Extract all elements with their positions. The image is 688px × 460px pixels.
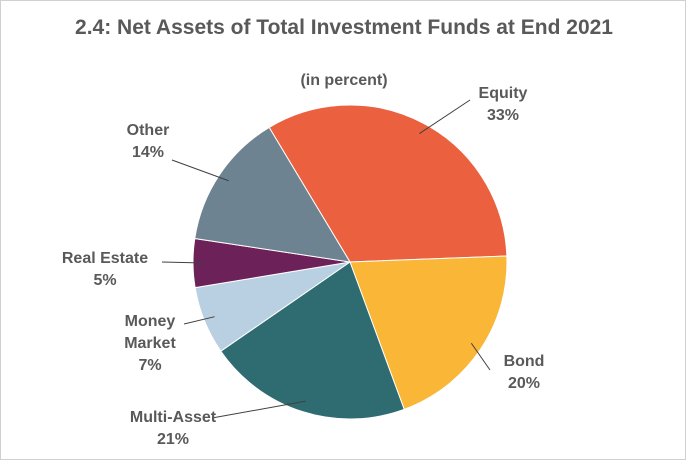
chart	[161, 99, 508, 420]
leader-line	[211, 400, 306, 419]
slice-label: Other 14%	[108, 120, 188, 164]
value-label: 14%	[131, 144, 165, 161]
category-label: Bond	[503, 353, 545, 370]
pie-slice	[268, 104, 508, 263]
value-label: 33%	[486, 107, 520, 124]
value-label: 21%	[156, 431, 190, 448]
slice-label: Real Estate 5%	[45, 248, 165, 292]
leader-line	[419, 99, 471, 134]
value-label: 5%	[93, 272, 117, 289]
slice-label: Multi-Asset 21%	[113, 407, 233, 451]
category-label: Other	[126, 122, 170, 139]
leader-line	[171, 159, 229, 182]
category-label: Money Market	[124, 313, 176, 352]
value-label: 20%	[507, 375, 541, 392]
category-label: Multi-Asset	[129, 409, 217, 426]
leader-line	[470, 342, 491, 371]
leader-line	[183, 316, 215, 325]
chart-subtitle: (in percent)	[300, 72, 388, 89]
slice-label: Money Market 7%	[110, 311, 190, 377]
category-label: Real Estate	[61, 250, 149, 267]
pie-slice	[220, 261, 405, 420]
slice-label: Equity 33%	[463, 83, 543, 127]
slice-label: Bond 20%	[484, 351, 564, 395]
chart-title: 2.4: Net Assets of Total Investment Fund…	[75, 16, 613, 39]
category-label: Equity	[478, 85, 528, 102]
value-label: 7%	[138, 357, 162, 374]
pie-slice	[194, 126, 351, 263]
pie-slice	[349, 255, 508, 410]
leader-line	[161, 261, 205, 264]
